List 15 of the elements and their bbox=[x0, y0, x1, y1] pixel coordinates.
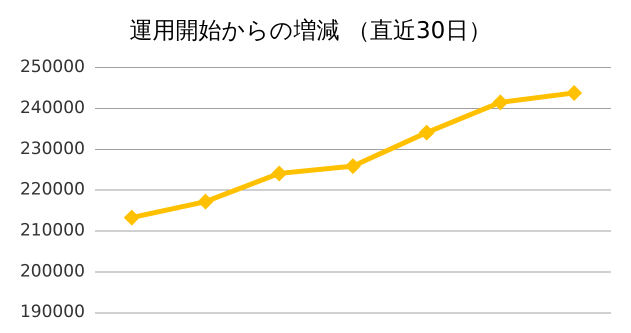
point bbox=[197, 194, 214, 210]
chart-title: 運用開始からの増減 （直近30日） bbox=[130, 18, 492, 44]
point bbox=[566, 84, 582, 101]
y-tick-label: 190000 bbox=[20, 302, 85, 322]
y-tick-label: 250000 bbox=[20, 57, 85, 78]
y-tick-label: 240000 bbox=[20, 98, 85, 118]
point bbox=[344, 158, 361, 174]
y-tick-label: 210000 bbox=[20, 220, 85, 240]
point bbox=[492, 94, 508, 110]
point bbox=[418, 124, 435, 141]
point bbox=[124, 210, 140, 226]
point bbox=[271, 165, 288, 182]
y-tick-label: 220000 bbox=[20, 180, 85, 200]
y-tick-label: 200000 bbox=[20, 261, 85, 282]
y-tick-label: 230000 bbox=[20, 138, 85, 159]
